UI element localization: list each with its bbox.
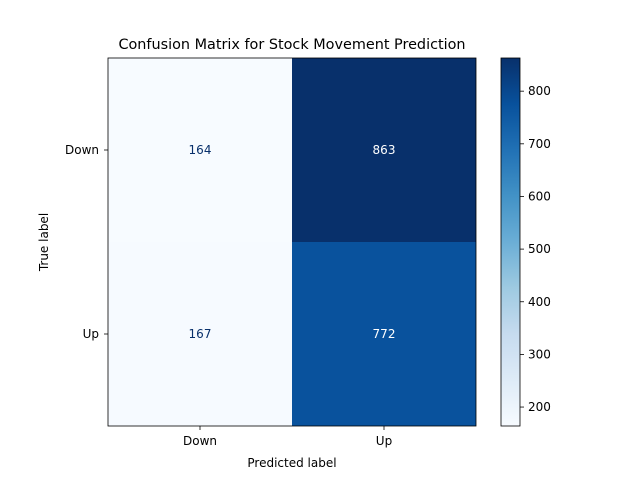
cell-up-down — [108, 242, 292, 426]
plot-frame — [107, 57, 477, 427]
y-axis-ticks: Down Up — [65, 143, 108, 341]
colorbar — [500, 57, 521, 427]
cell-up-up — [292, 242, 476, 426]
cell-value-labels: 164 863 167 772 — [189, 143, 396, 341]
chart-title: Confusion Matrix for Stock Movement Pred… — [118, 37, 465, 53]
colorbar-tick-label: 400 — [528, 295, 551, 309]
colorbar-ticks: 200 300 400 500 600 700 800 — [520, 84, 551, 414]
cell-value-label: 772 — [373, 327, 396, 341]
cell-down-up — [292, 58, 476, 242]
x-tick-label: Up — [376, 434, 392, 448]
y-tick-label: Down — [65, 143, 99, 157]
colorbar-tick-label: 500 — [528, 242, 551, 256]
y-axis-label: True label — [37, 213, 51, 272]
colorbar-tick-label: 800 — [528, 84, 551, 98]
cell-value-label: 164 — [189, 143, 212, 157]
x-axis-ticks: Down Up — [183, 426, 392, 448]
colorbar-tick-label: 300 — [528, 347, 551, 361]
x-axis-label: Predicted label — [247, 456, 336, 470]
x-tick-label: Down — [183, 434, 217, 448]
cell-value-label: 167 — [189, 327, 212, 341]
colorbar-tick-label: 700 — [528, 137, 551, 151]
cell-down-down — [108, 58, 292, 242]
y-tick-label: Up — [83, 327, 99, 341]
colorbar-tick-label: 200 — [528, 400, 551, 414]
cell-value-label: 863 — [373, 143, 396, 157]
colorbar-tick-label: 600 — [528, 189, 551, 203]
heatmap-cells — [108, 58, 476, 426]
